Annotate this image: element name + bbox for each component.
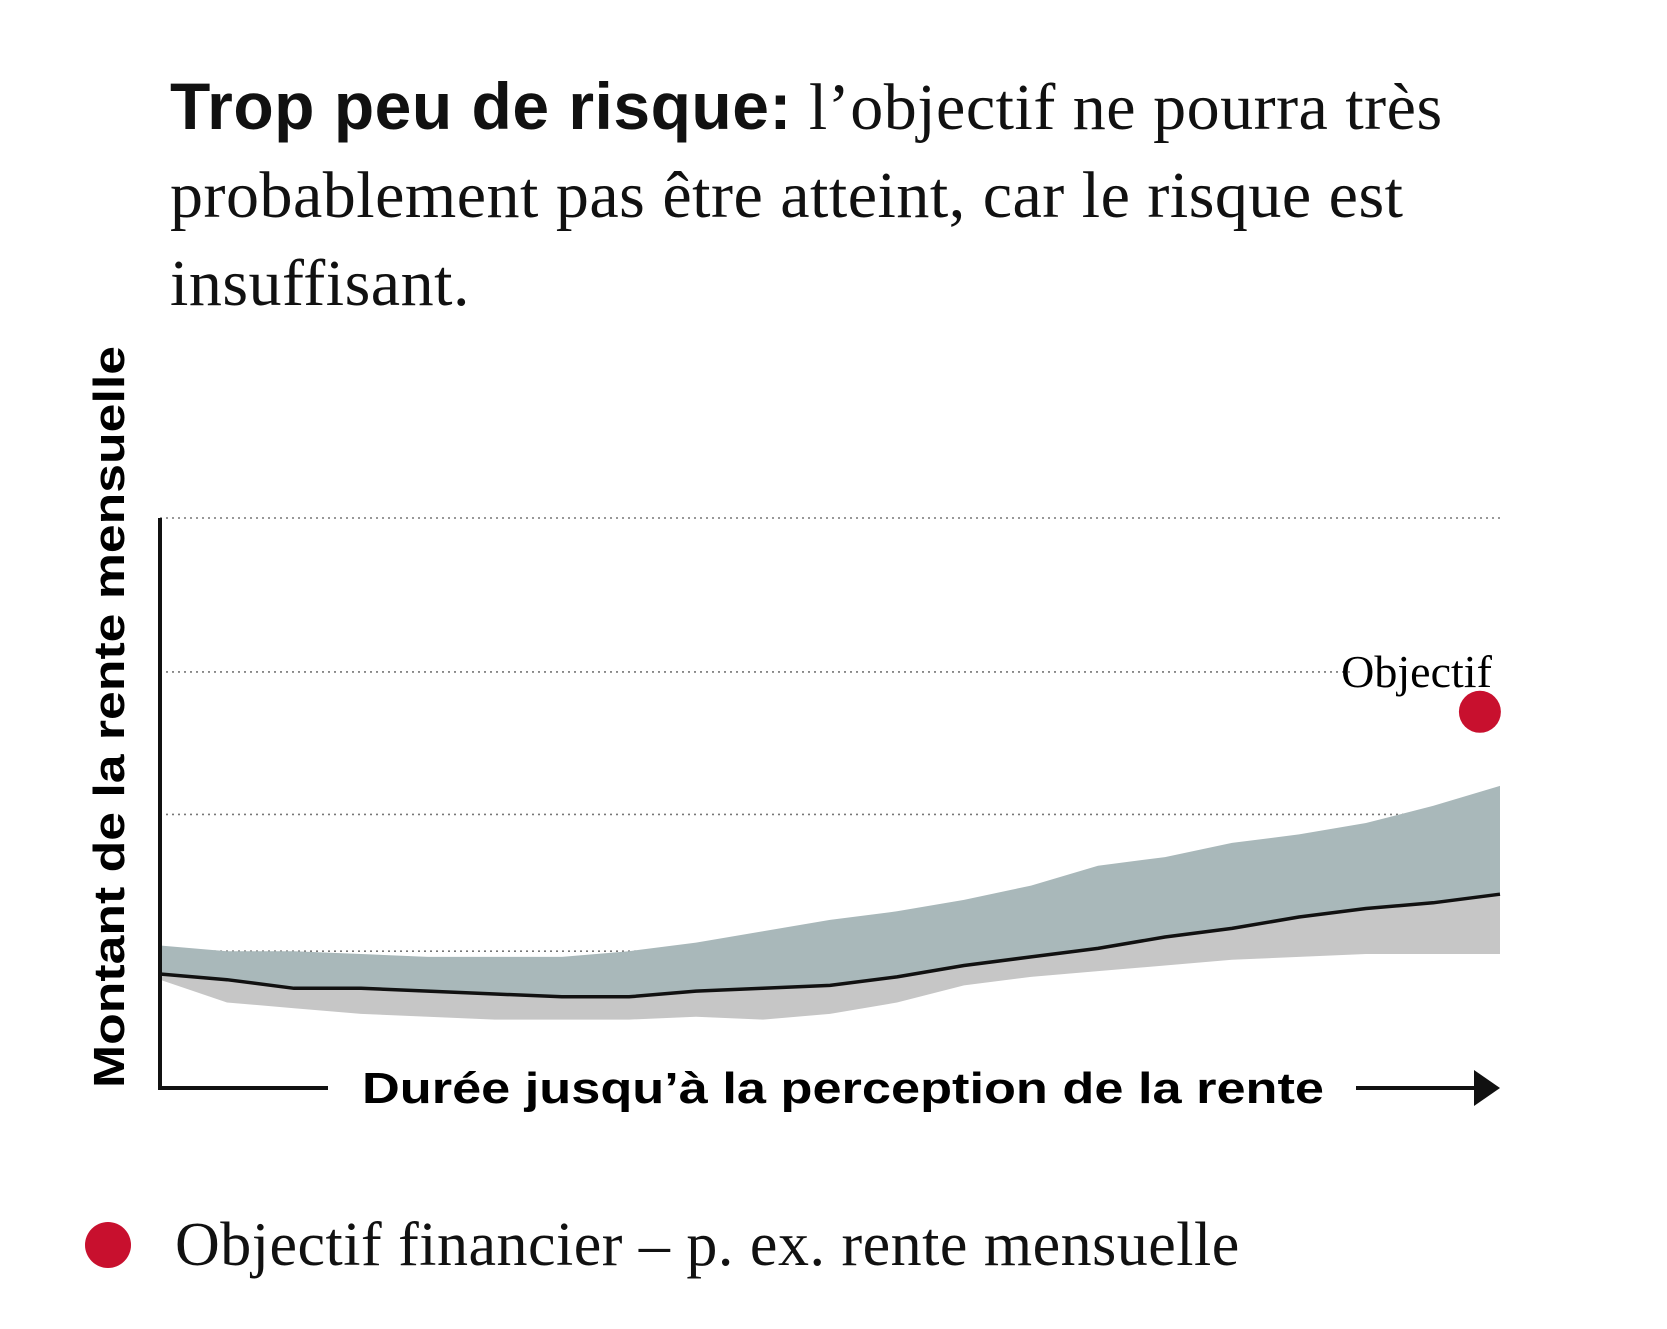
legend-dot-icon: [85, 1222, 131, 1268]
title-bold-part: Trop peu de risque:: [170, 69, 792, 143]
x-axis-arrowhead: [1474, 1070, 1500, 1106]
upper-range-band: [160, 785, 1500, 997]
x-axis-label: Durée jusqu’à la perception de la rente: [362, 1064, 1324, 1113]
title-regular-part: l’objectif ne pourra très probablement p…: [170, 71, 1443, 320]
chart: Montant de la rente mensuelle Durée jusq…: [85, 346, 1501, 1113]
legend: Objectif financier – p. ex. rente mensue…: [85, 1210, 1240, 1280]
lower-range-band: [160, 894, 1500, 1020]
chart-title: Trop peu de risque: l’objectif ne pourra…: [170, 62, 1540, 328]
y-axis-label: Montant de la rente mensuelle: [85, 346, 134, 1088]
target-dot: [1458, 690, 1501, 733]
median-line: [159, 892, 1501, 999]
legend-label: Objectif financier – p. ex. rente mensue…: [175, 1210, 1240, 1279]
target-label: Objectif: [1341, 646, 1492, 697]
